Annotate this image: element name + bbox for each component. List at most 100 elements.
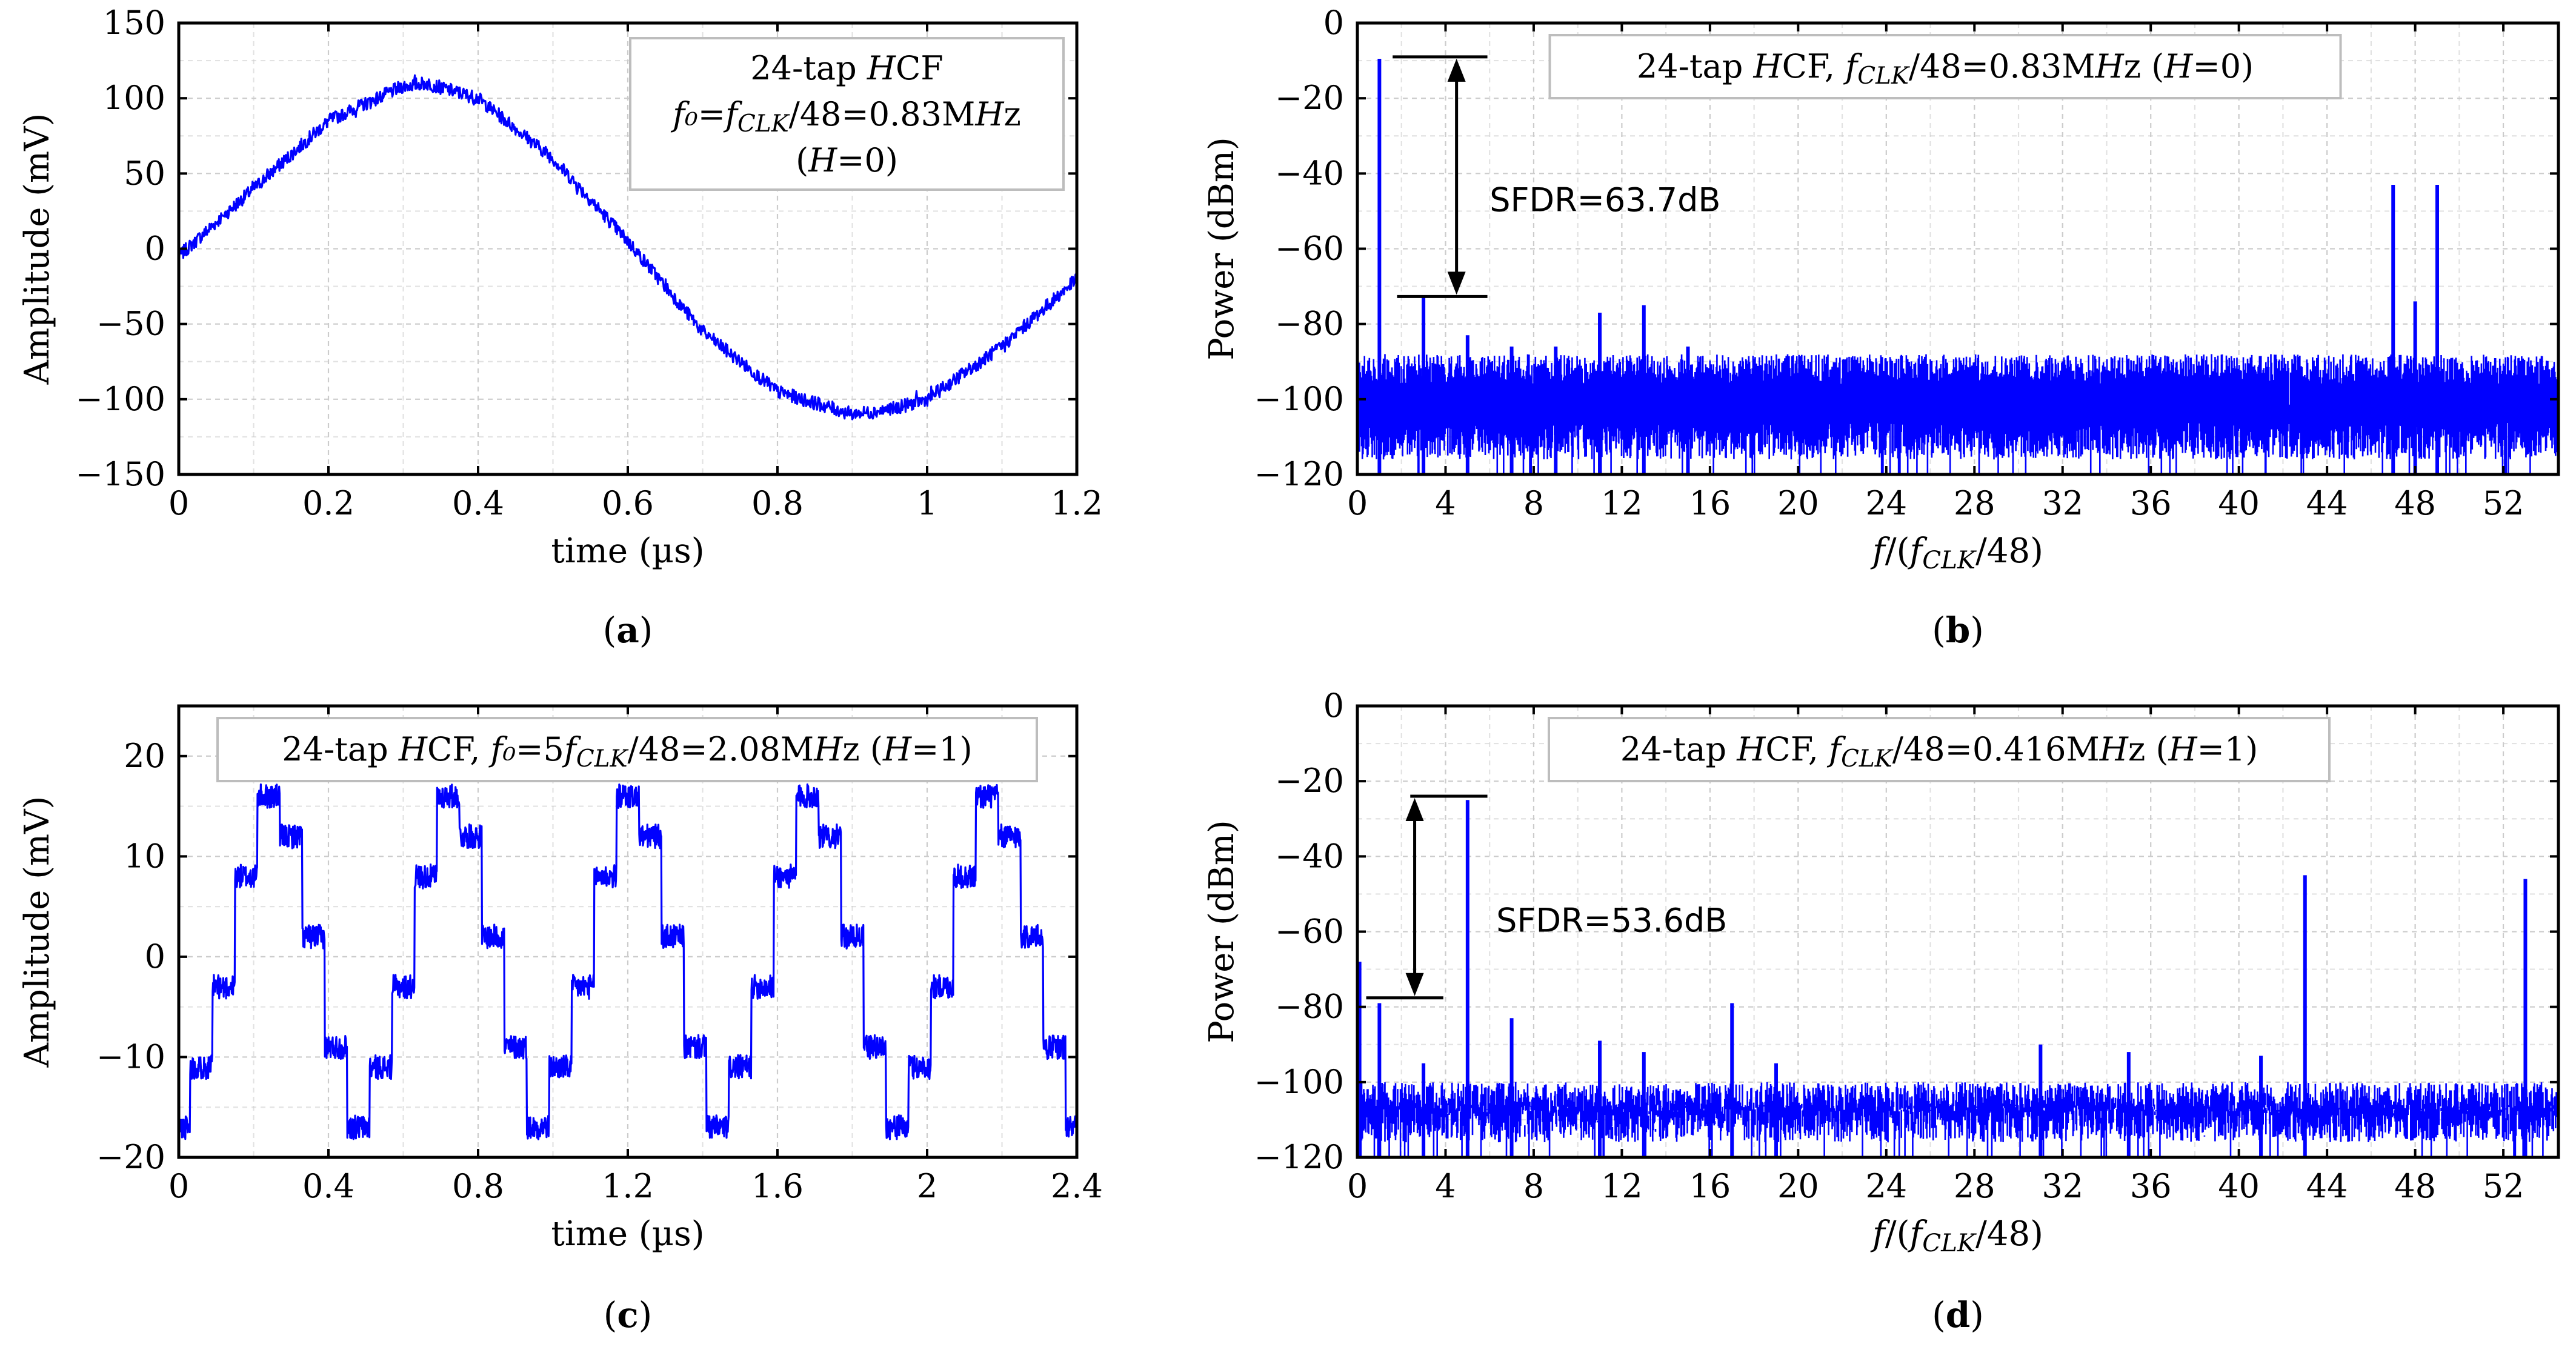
y-tick-label: −100 <box>1254 380 1344 418</box>
x-tick-label: 1.2 <box>602 1167 654 1205</box>
sub-label: (b) <box>1932 610 1984 651</box>
legend-box <box>1548 34 2342 99</box>
x-tick-label: 36 <box>2130 484 2172 522</box>
text-span: 24-tap <box>1620 730 1737 768</box>
plot-area-a <box>179 74 1077 421</box>
x-tick-label: 1 <box>917 484 937 522</box>
y-tick-label: −20 <box>1275 762 1344 800</box>
y-tick-label: −100 <box>1254 1063 1344 1101</box>
x-tick-label: 1.6 <box>751 1167 804 1205</box>
x-tick-label: 0 <box>1347 1167 1368 1205</box>
text-span: CF, <box>427 730 491 768</box>
x-tick-label: 0.4 <box>302 1167 354 1205</box>
x-tick-label: 44 <box>2306 1167 2348 1205</box>
x-tick-label: 36 <box>2130 1167 2172 1205</box>
text-span: =5 <box>516 730 564 768</box>
y-tick-label: −40 <box>1275 837 1344 875</box>
x-tick-label: 28 <box>1954 484 1995 522</box>
text-span: ) <box>639 610 653 651</box>
text-span: CLK <box>1841 745 1894 773</box>
text-span: /48=0.83M <box>789 95 976 133</box>
text-span: /48=0.83M <box>1909 47 2095 85</box>
x-tick-label: 32 <box>2042 484 2083 522</box>
text-span: ( <box>1932 1294 1946 1336</box>
text-span: z ( <box>2128 730 2169 768</box>
sfdr-label: SFDR=53.6dB <box>1496 902 1727 940</box>
y-tick-label: 20 <box>124 737 165 775</box>
y-tick-label: 0 <box>1323 4 1344 42</box>
x-tick-label: 16 <box>1689 1167 1731 1205</box>
text-span: H <box>1736 730 1766 768</box>
legend-line: (H=0) <box>796 141 898 179</box>
text-span: 24-tap <box>1637 47 1754 85</box>
text-span: b <box>1946 610 1971 651</box>
x-tick-label: 52 <box>2483 1167 2524 1205</box>
x-tick-label: 48 <box>2394 484 2436 522</box>
text-span: =1) <box>911 730 973 768</box>
x-tick-label: 32 <box>2042 1167 2083 1205</box>
text-span: ) <box>1970 610 1984 651</box>
text-span: = <box>698 95 725 133</box>
x-axis-label: f/(fCLK/48) <box>1870 531 2043 574</box>
x-tick-label: 4 <box>1435 1167 1456 1205</box>
y-tick-label: −10 <box>96 1037 165 1076</box>
text-span: z <box>1003 95 1020 133</box>
x-axis-label: f/(fCLK/48) <box>1870 1214 2043 1257</box>
sub-label: (a) <box>603 610 653 651</box>
x-tick-label: 0.6 <box>602 484 654 522</box>
y-axis-label: Power (dBm) <box>1202 137 1242 361</box>
x-tick-label: 44 <box>2306 484 2348 522</box>
x-tick-label: 0 <box>1347 484 1368 522</box>
x-tick-label: 2.4 <box>1051 1167 1103 1205</box>
x-tick-label: 8 <box>1523 484 1544 522</box>
sfdr-arrow-head-up <box>1405 798 1424 821</box>
y-tick-label: −100 <box>76 380 165 418</box>
y-tick-label: −40 <box>1275 154 1344 192</box>
legend-line: 24-tap HCF, fCLK​/48=0.83MHz (H=0) <box>1637 47 2254 90</box>
x-tick-label: 0 <box>168 484 189 522</box>
text-span: CF <box>896 49 944 87</box>
y-tick-label: 50 <box>124 154 165 192</box>
sub-label: (d) <box>1932 1294 1984 1336</box>
x-tick-label: 16 <box>1689 484 1731 522</box>
text-span: ( <box>796 141 808 179</box>
y-tick-label: −60 <box>1275 230 1344 268</box>
text-span: ) <box>1970 1294 1984 1336</box>
x-tick-label: 0.2 <box>302 484 354 522</box>
x-tick-label: 28 <box>1954 1167 1995 1205</box>
x-tick-label: 48 <box>2394 1167 2436 1205</box>
text-span: /( <box>1885 1214 1910 1254</box>
legend-box <box>629 37 1065 191</box>
x-tick-label: 40 <box>2218 1167 2260 1205</box>
y-tick-label: −150 <box>76 455 165 493</box>
x-tick-label: 2 <box>917 1167 937 1205</box>
y-tick-label: −20 <box>96 1138 165 1176</box>
legend-line: 24-tap HCF, fCLK​/48=0.416MHz (H=1) <box>1620 730 2258 773</box>
text-span: H <box>1752 47 1782 85</box>
y-axis-label: Power (dBm) <box>1202 820 1242 1043</box>
y-tick-label: −120 <box>1254 1138 1344 1176</box>
text-span: H <box>2095 47 2125 85</box>
x-tick-label: 12 <box>1601 484 1643 522</box>
text-span: /( <box>1885 531 1910 571</box>
y-tick-label: −80 <box>1275 305 1344 343</box>
text-span: CF, <box>1765 730 1829 768</box>
x-tick-label: 20 <box>1777 484 1819 522</box>
text-span: d <box>1946 1294 1971 1336</box>
text-span: ) <box>639 1294 653 1336</box>
text-span: H <box>808 141 837 179</box>
sub-label: (c) <box>604 1294 653 1336</box>
text-span: c <box>617 1294 638 1336</box>
x-tick-label: 0.8 <box>452 1167 504 1205</box>
sfdr-arrow-head-down <box>1447 271 1466 295</box>
panel-c: 0 0.4 0.8 1.2 1.6 2 2.4 −20 −10 0 10 20 time (µs) Amp… <box>18 704 1103 1336</box>
y-tick-label: 10 <box>124 837 165 875</box>
x-tick-label: 40 <box>2218 484 2260 522</box>
y-tick-label: 0 <box>145 230 165 268</box>
text-span: /48) <box>1975 1214 2043 1254</box>
text-span: CF, <box>1782 47 1846 85</box>
x-tick-label: 0 <box>168 1167 189 1205</box>
legend-line: 24-tap HCF, f₀=5fCLK​/48=2.08MHz (H=1) <box>282 730 973 773</box>
text-span: z ( <box>2124 47 2165 85</box>
